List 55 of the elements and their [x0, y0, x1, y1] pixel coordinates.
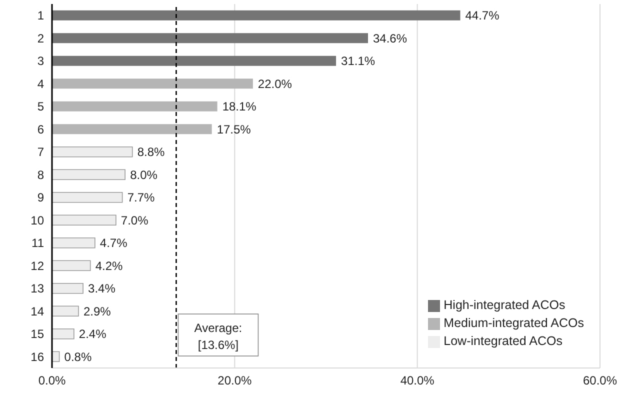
bar: [52, 169, 126, 180]
bar: [52, 328, 74, 340]
y-tick-label: 7: [37, 145, 44, 160]
data-label: 2.4%: [78, 327, 107, 342]
y-tick-label: 8: [37, 168, 44, 182]
y-tick-label: 11: [32, 236, 44, 250]
bar: [52, 214, 116, 226]
y-tick-label: 14: [30, 304, 44, 318]
bar: [52, 192, 123, 203]
ref-line-label: Average: [13.6%]: [194, 321, 242, 352]
bar: [52, 282, 84, 294]
legend-label: Medium-integrated ACOs: [444, 316, 584, 330]
y-tick-label: 2: [37, 31, 44, 46]
y-tick-label: 15: [30, 327, 44, 342]
data-label: 4.7%: [100, 236, 128, 250]
legend-label: High-integrated ACOs: [444, 298, 566, 312]
y-tick-label: 10: [30, 213, 44, 228]
data-label: 0.8%: [64, 350, 92, 364]
data-label: 31.1%: [341, 54, 376, 68]
data-label: 7.7%: [127, 190, 156, 205]
bar: [52, 56, 336, 66]
y-tick-label: 13: [30, 282, 44, 296]
y-tick-label: 9: [37, 190, 44, 205]
y-tick-label: 3: [37, 54, 44, 68]
x-tick-label: 60.0%: [582, 374, 618, 388]
data-label: 22.0%: [258, 76, 292, 91]
bar: [52, 306, 79, 317]
bar: [52, 101, 218, 112]
bar: [52, 33, 368, 44]
y-tick-label: 1: [37, 8, 44, 23]
data-label: 4.2%: [95, 258, 124, 273]
x-tick-label: 20.0%: [218, 374, 252, 388]
bar: [52, 237, 96, 248]
data-label: 34.6%: [373, 31, 408, 46]
y-tick-label: 16: [30, 350, 44, 364]
data-label: 2.9%: [83, 304, 112, 318]
data-label: 18.1%: [222, 100, 257, 114]
data-label: 7.0%: [120, 213, 149, 228]
bar: [52, 146, 133, 158]
data-label: 44.7%: [465, 8, 500, 23]
y-tick-label: 5: [37, 100, 44, 114]
x-tick-label: 40.0%: [400, 374, 435, 388]
y-tick-label: 6: [37, 122, 44, 136]
bar: [52, 10, 460, 20]
y-tick-label: 12: [30, 258, 44, 273]
bar: [52, 78, 253, 89]
data-label: 3.4%: [88, 282, 116, 296]
bar: [52, 124, 212, 134]
data-label: 8.0%: [130, 168, 158, 182]
legend-label: Low-integrated ACOs: [444, 334, 562, 348]
x-tick-label: 0.0%: [38, 374, 66, 388]
bar: [52, 260, 91, 272]
y-tick-label: 4: [37, 76, 44, 91]
data-label: 17.5%: [216, 122, 252, 136]
data-label: 8.8%: [137, 145, 166, 160]
